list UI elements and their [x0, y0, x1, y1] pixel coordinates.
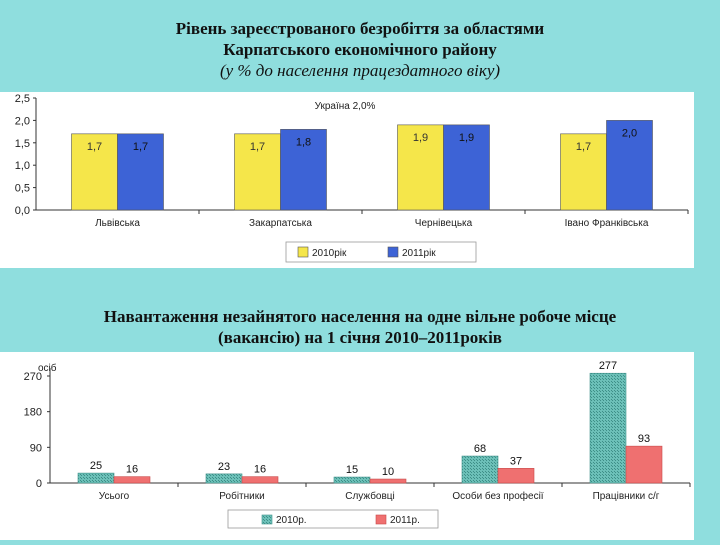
- chart2-x-tick-label: Службовці: [345, 490, 395, 502]
- chart2-data-label: 16: [126, 464, 138, 476]
- chart1-legend-label-2011: 2011рік: [402, 248, 436, 259]
- chart2-data-label: 15: [346, 464, 358, 476]
- chart2-data-label: 25: [90, 460, 102, 472]
- chart1-y-tick-label: 1,5: [15, 138, 30, 150]
- chart2-y-tick-label: 0: [36, 478, 42, 490]
- chart2-bar-2010: [589, 372, 627, 484]
- chart1-legend: [285, 241, 477, 263]
- chart2-title-line2: (вакансію) на 1 січня 2010–2011років: [218, 328, 502, 347]
- chart2-panel: осіб 0 90 180 270 Усього 25 16 Робітники 23 16 Служ…: [0, 352, 694, 540]
- chart1-bar-2010: [560, 133, 607, 211]
- chart1-data-label: 1,7: [87, 141, 102, 153]
- chart2-data-label: 277: [599, 360, 617, 372]
- chart2-bar-2011: [113, 476, 151, 484]
- chart2-bar-2010: [461, 455, 499, 484]
- chart2-y-tick-label: 180: [24, 407, 42, 419]
- chart1-legend-label-2010: 2010рік: [312, 248, 347, 259]
- chart1-data-label: 1,7: [250, 141, 265, 153]
- chart2-data-label: 23: [218, 461, 230, 473]
- chart2-data-label: 68: [474, 443, 486, 455]
- chart1-y-tick-label: 0,5: [15, 183, 30, 195]
- chart2-y-tick-label: 90: [30, 442, 42, 454]
- chart2-legend-label-2010: 2010р.: [276, 515, 307, 526]
- chart2-legend-swatch-2011: [375, 514, 387, 525]
- chart1-legend-swatch-2010: [297, 246, 309, 258]
- chart1-bar-2011: [443, 124, 490, 211]
- chart2-legend-label-2011: 2011р.: [390, 515, 420, 526]
- chart2-data-label: 10: [382, 466, 394, 478]
- chart1-legend-swatch-2011: [387, 246, 399, 258]
- chart2-x-tick-label: Робітники: [219, 490, 264, 502]
- chart2-y-unit: осіб: [38, 362, 57, 374]
- chart1-data-label: 2,0: [622, 127, 637, 139]
- chart2-bar-2010: [77, 472, 115, 484]
- chart2-bar-2011: [497, 468, 535, 484]
- chart2-data-label: 37: [510, 455, 522, 467]
- chart1-y-tick-label: 1,0: [15, 160, 30, 172]
- chart2-x-tick-label: Усього: [99, 491, 130, 502]
- chart1-bar-2010: [397, 124, 444, 211]
- chart2-data-label: 93: [638, 433, 650, 445]
- chart1-y-tick-label: 0,0: [15, 205, 30, 217]
- chart1-x-tick-label: Львівська: [95, 218, 140, 229]
- chart2-bar-2011: [625, 445, 663, 484]
- chart2-title: Навантаження незайнятого населення на од…: [0, 306, 720, 348]
- chart2-svg: осіб 0 90 180 270 Усього 25 16 Робітники 23 16 Служ…: [24, 360, 691, 529]
- chart2-title-line1: Навантаження незайнятого населення на од…: [103, 307, 617, 326]
- chart2-legend-swatch-2010: [261, 514, 273, 525]
- chart1-bar-2011: [606, 120, 653, 211]
- chart1-y-tick-label: 2,0: [15, 115, 30, 127]
- chart1-data-label: 1,9: [413, 132, 428, 144]
- chart1-x-tick-label: Чернівецька: [415, 218, 473, 229]
- chart2-bar-2011: [241, 476, 279, 484]
- chart2-x-tick-label: Особи без професії: [452, 490, 543, 502]
- chart2-bar-2010: [333, 476, 371, 484]
- chart1-svg: 0,0 0,5 1,0 1,5 2,0 2,5 Львівська 1,7 1,7 Закарпа…: [15, 93, 689, 263]
- chart2-x-tick-label: Працівники с/г: [593, 491, 660, 502]
- chart1-data-label: 1,8: [296, 136, 311, 148]
- chart1-x-tick-label: Івано Франківська: [565, 218, 649, 229]
- chart1-data-label: 1,7: [133, 141, 148, 153]
- chart1-x-tick-label: Закарпатська: [249, 218, 312, 229]
- chart1-bar-2011: [117, 133, 164, 211]
- chart1-annotation: Україна 2,0%: [315, 101, 376, 112]
- chart1-panel: 0,0 0,5 1,0 1,5 2,0 2,5 Львівська 1,7 1,7 Закарпа…: [0, 92, 694, 268]
- chart2-data-label: 16: [254, 464, 266, 476]
- chart1-bar-2011: [280, 129, 327, 211]
- chart1-title-line3: (у % до населення працездатного віку): [219, 61, 501, 80]
- chart1-title-line1: Рівень зареєстрованого безробіття за обл…: [175, 19, 545, 38]
- chart1-bar-2010: [234, 133, 281, 211]
- chart1-title-line2: Карпатського економічного району: [223, 40, 497, 59]
- chart1-data-label: 1,7: [576, 141, 591, 153]
- chart1-data-label: 1,9: [459, 132, 474, 144]
- chart1-title: Рівень зареєстрованого безробіття за обл…: [0, 18, 720, 81]
- chart2-bar-2010: [205, 473, 243, 484]
- chart1-y-tick-label: 2,5: [15, 93, 30, 105]
- chart2-bar-2011: [369, 478, 407, 484]
- chart2-y-tick-label: 270: [24, 371, 42, 383]
